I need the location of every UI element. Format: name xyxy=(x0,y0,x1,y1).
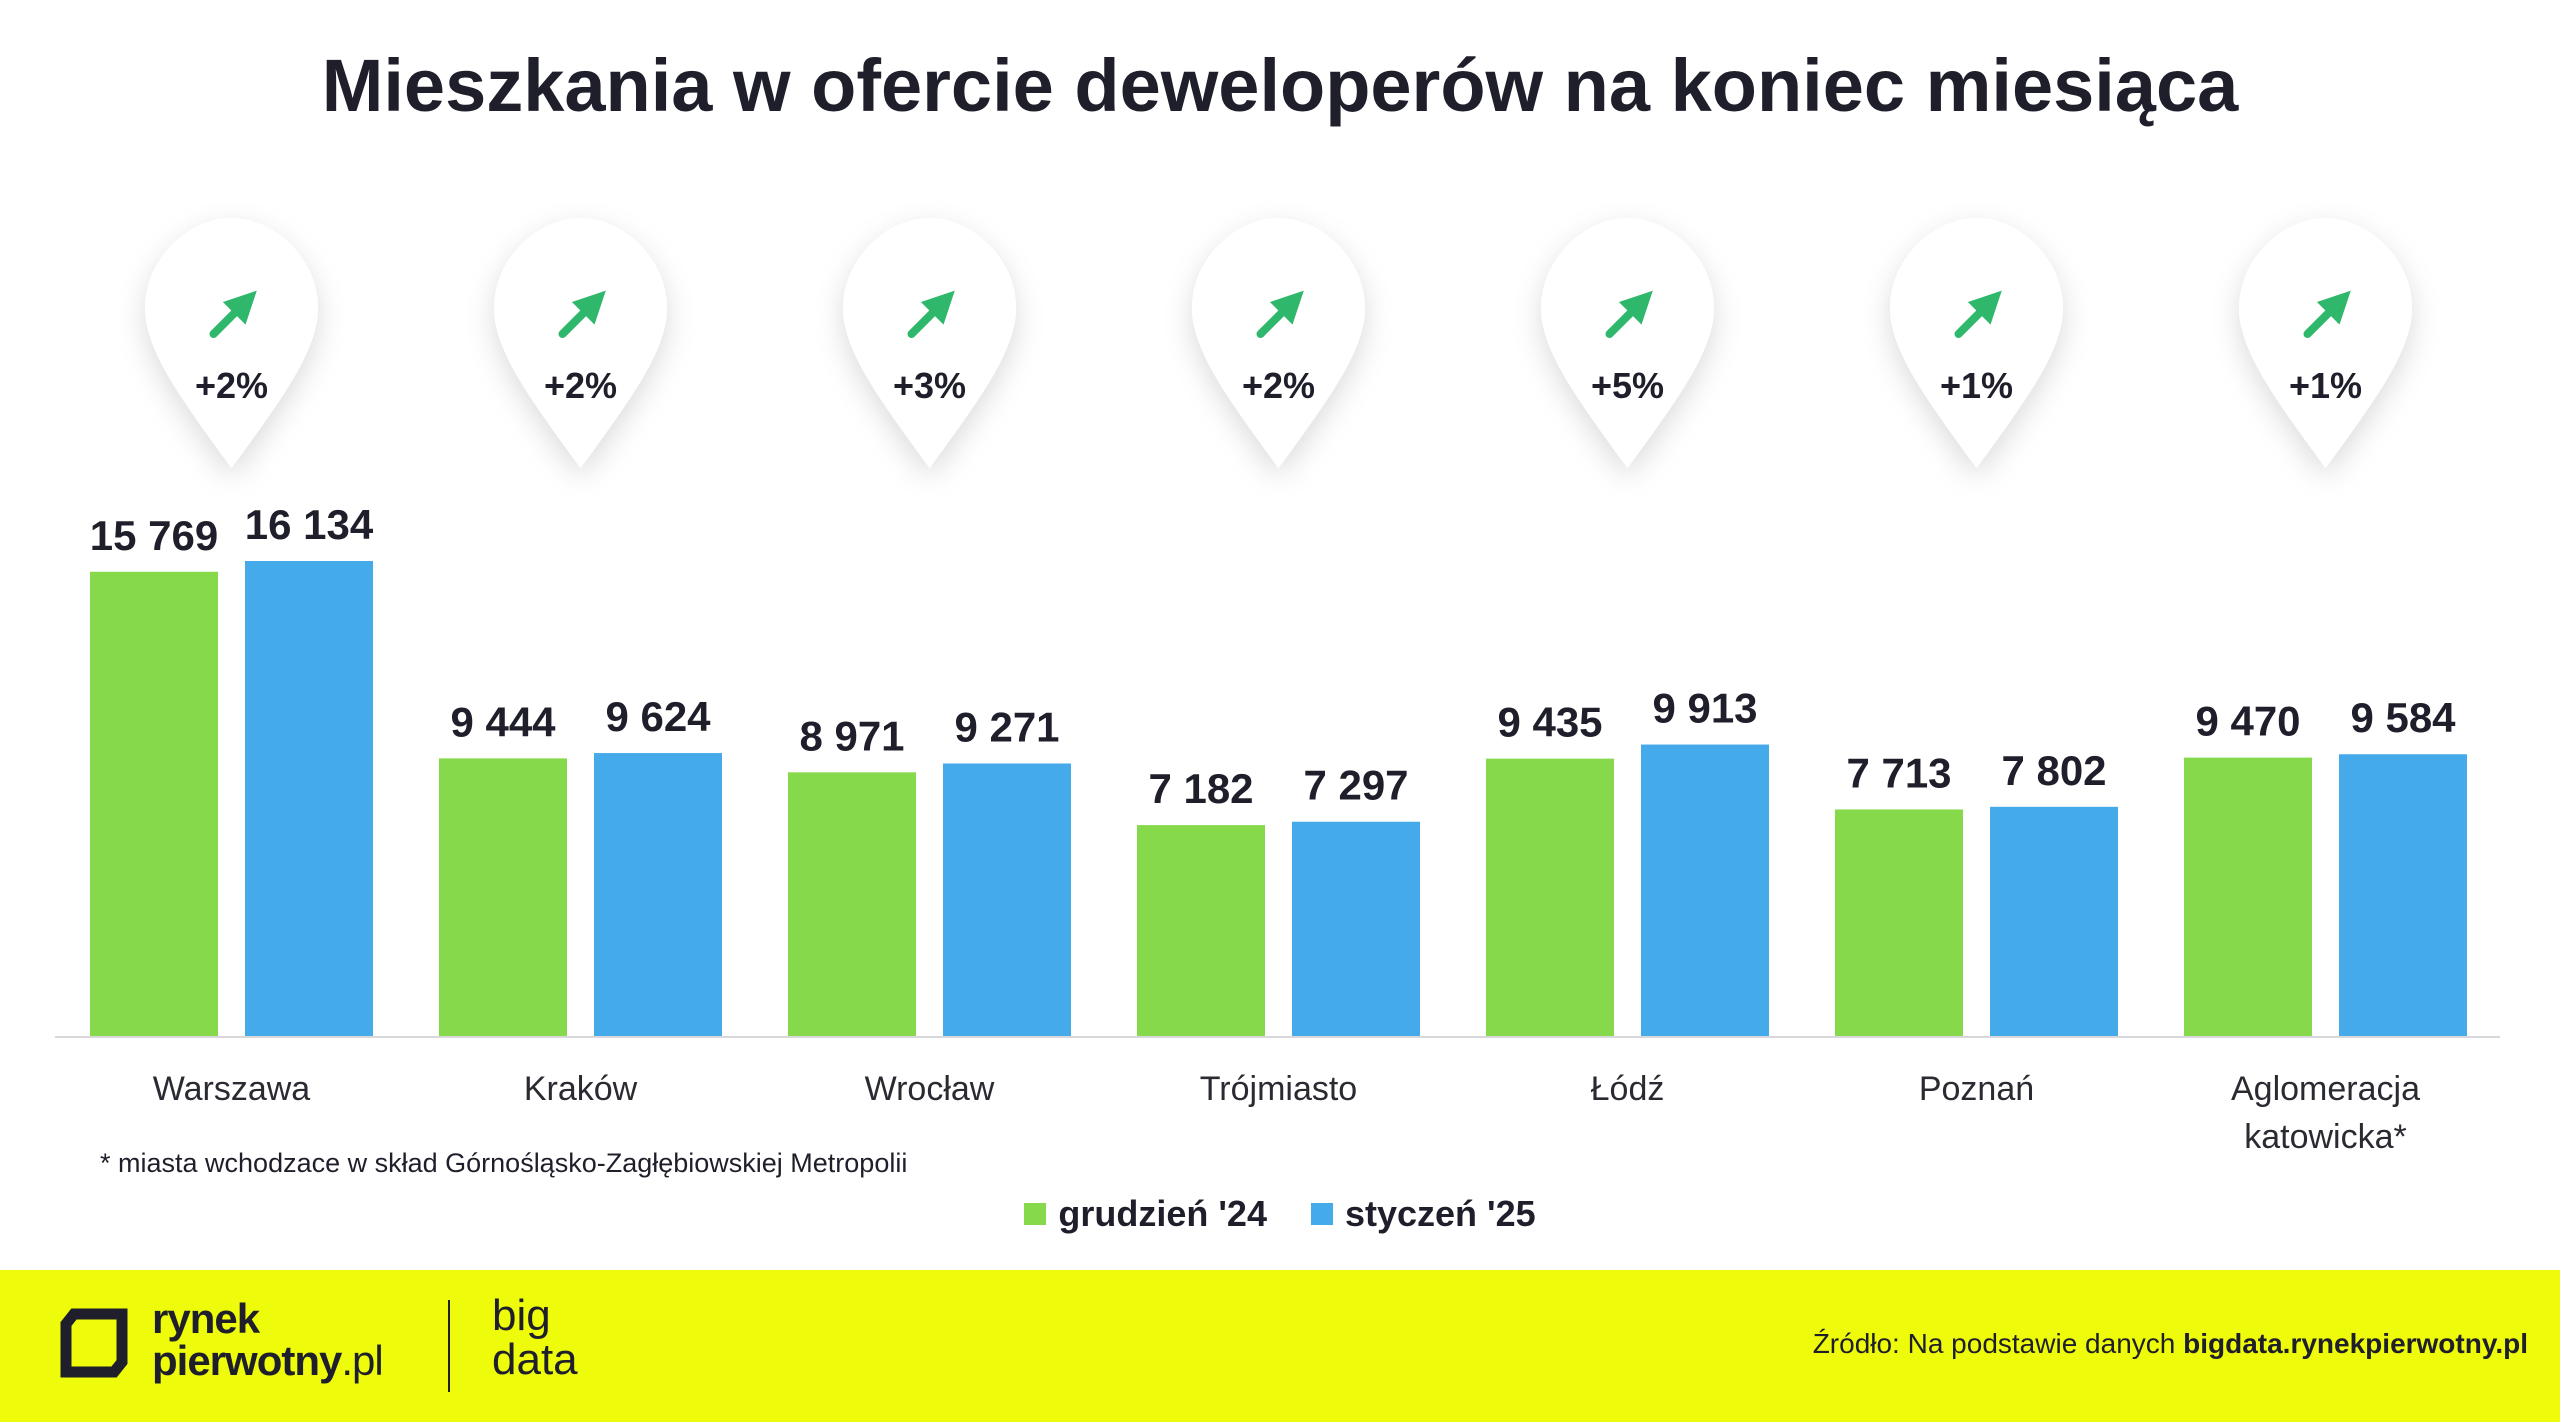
change-label-6: +1% xyxy=(2289,365,2362,406)
bigdata-line-2: data xyxy=(492,1335,578,1384)
bar-grudzien-0 xyxy=(90,571,218,1037)
arrow-up-right-icon xyxy=(2303,290,2351,338)
value-label-grudzien-2: 8 971 xyxy=(799,712,904,759)
bar-styczen-5 xyxy=(1990,806,2118,1037)
arrow-up-right-icon xyxy=(558,290,606,338)
change-label-4: +5% xyxy=(1591,365,1664,406)
change-callout-4: +5% xyxy=(1540,218,1715,468)
change-callout-bubble-2 xyxy=(842,218,1017,468)
legend-item-styczen: styczeń '25 xyxy=(1310,1193,1536,1235)
bar-grudzien-3 xyxy=(1137,825,1265,1037)
change-label-2: +3% xyxy=(893,365,966,406)
change-callout-bubble-4 xyxy=(1540,218,1715,468)
change-callout-3: +2% xyxy=(1191,218,1366,468)
arrow-up-right-icon xyxy=(907,290,955,338)
category-label-6-line-1: katowicka* xyxy=(2244,1118,2407,1156)
value-label-styczen-2: 9 271 xyxy=(954,703,1059,750)
rynekpierwotny-logo-icon xyxy=(60,1308,128,1378)
value-label-styczen-4: 9 913 xyxy=(1652,685,1757,732)
change-label-0: +2% xyxy=(195,365,268,406)
legend-item-grudzien: grudzień '24 xyxy=(1024,1193,1267,1235)
change-callout-bubble-3 xyxy=(1191,218,1366,468)
bar-styczen-6 xyxy=(2339,754,2467,1037)
bar-grudzien-4 xyxy=(1486,758,1614,1037)
value-label-styczen-6: 9 584 xyxy=(2350,694,2456,741)
category-label-5: Poznań xyxy=(1919,1070,2034,1108)
rynekpierwotny-logo-text: rynek pierwotny.pl xyxy=(152,1295,384,1384)
category-label-4: Łódź xyxy=(1591,1070,1665,1108)
category-label-3: Trójmiasto xyxy=(1200,1070,1357,1108)
value-label-grudzien-5: 7 713 xyxy=(1846,749,1951,796)
category-label-6-line-0: Aglomeracja xyxy=(2231,1070,2420,1108)
category-label-2: Wrocław xyxy=(865,1070,995,1108)
logo-line-2: pierwotny.pl xyxy=(152,1337,384,1384)
value-label-grudzien-3: 7 182 xyxy=(1148,765,1253,812)
bar-styczen-0 xyxy=(245,561,373,1037)
change-callout-bubble-1 xyxy=(493,218,668,468)
chart-title: Mieszkania w ofercie deweloperów na koni… xyxy=(321,44,2239,127)
value-label-styczen-1: 9 624 xyxy=(605,693,711,740)
bar-styczen-4 xyxy=(1641,744,1769,1037)
legend-swatch-grudzien xyxy=(1024,1203,1047,1225)
value-label-grudzien-1: 9 444 xyxy=(450,698,556,745)
footnote: * miasta wchodzace w skład Górnośląsko-Z… xyxy=(100,1148,908,1178)
legend-label-grudzien: grudzień '24 xyxy=(1058,1193,1267,1234)
logo-line-2-bold: pierwotny xyxy=(152,1337,342,1384)
change-callout-bubble-6 xyxy=(2238,218,2413,468)
bar-grudzien-1 xyxy=(439,758,567,1037)
bar-styczen-1 xyxy=(594,753,722,1037)
change-callout-1: +2% xyxy=(493,218,668,468)
legend: grudzień '24 styczeń '25 xyxy=(0,1193,2560,1235)
source-link: bigdata.rynekpierwotny.pl xyxy=(2183,1328,2528,1359)
category-label-0: Warszawa xyxy=(153,1070,311,1108)
source-text: Źródło: Na podstawie danych bigdata.ryne… xyxy=(1813,1328,2528,1360)
value-label-styczen-3: 7 297 xyxy=(1303,762,1408,809)
logo-line-2-light: .pl xyxy=(341,1337,383,1384)
value-label-styczen-5: 7 802 xyxy=(2001,747,2106,794)
change-label-1: +2% xyxy=(544,365,617,406)
change-label-3: +2% xyxy=(1242,365,1315,406)
value-label-styczen-0: 16 134 xyxy=(245,501,374,548)
bigdata-line-1: big xyxy=(492,1291,551,1340)
bar-styczen-2 xyxy=(943,763,1071,1037)
arrow-up-right-icon xyxy=(209,290,257,338)
bigdata-logo: big data xyxy=(492,1294,578,1382)
bar-grudzien-5 xyxy=(1835,809,1963,1037)
bar-styczen-3 xyxy=(1292,821,1420,1037)
arrow-up-right-icon xyxy=(1605,290,1653,338)
legend-swatch-styczen xyxy=(1310,1203,1333,1225)
footer-bar: rynek pierwotny.pl big data Źródło: Na p… xyxy=(0,1270,2560,1422)
arrow-up-right-icon xyxy=(1954,290,2002,338)
bar-grudzien-6 xyxy=(2184,757,2312,1037)
logo-line-1: rynek xyxy=(152,1295,260,1342)
change-callout-bubble-5 xyxy=(1889,218,2064,468)
change-callout-0: +2% xyxy=(144,218,319,468)
arrow-up-right-icon xyxy=(1256,290,1304,338)
change-callout-5: +1% xyxy=(1889,218,2064,468)
category-label-1: Kraków xyxy=(524,1070,638,1108)
value-label-grudzien-4: 9 435 xyxy=(1497,699,1602,746)
change-callout-bubble-0 xyxy=(144,218,319,468)
legend-label-styczen: styczeń '25 xyxy=(1344,1193,1536,1234)
change-callout-6: +1% xyxy=(2238,218,2413,468)
value-label-grudzien-0: 15 769 xyxy=(90,512,218,559)
source-prefix: Źródło: Na podstawie danych xyxy=(1812,1328,2184,1359)
value-label-grudzien-6: 9 470 xyxy=(2195,698,2300,745)
logo-separator xyxy=(448,1300,450,1392)
bar-grudzien-2 xyxy=(788,772,916,1037)
change-label-5: +1% xyxy=(1940,365,2013,406)
bar-chart: +2% +2% +3% +2% +5% +1% +1% 15 769 16 134 Warsza… xyxy=(55,218,2500,1156)
change-callout-2: +3% xyxy=(842,218,1017,468)
